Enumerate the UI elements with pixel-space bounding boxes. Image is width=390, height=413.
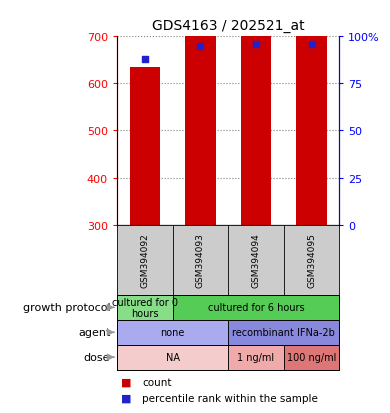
Text: GSM394093: GSM394093 — [196, 233, 205, 287]
Text: NA: NA — [166, 352, 179, 362]
Bar — [129, 68, 160, 225]
Point — [253, 41, 259, 48]
Text: agent: agent — [78, 328, 110, 337]
Text: GSM394095: GSM394095 — [307, 233, 316, 287]
Text: ■: ■ — [121, 393, 131, 403]
Text: cultured for 6 hours: cultured for 6 hours — [207, 303, 304, 313]
Text: count: count — [142, 377, 172, 387]
Text: dose: dose — [84, 352, 110, 362]
Bar — [241, 0, 271, 225]
Text: 1 ng/ml: 1 ng/ml — [238, 352, 275, 362]
Bar — [228, 345, 284, 370]
Bar — [117, 320, 228, 345]
Bar — [117, 295, 173, 320]
Bar — [284, 345, 339, 370]
Text: GSM394094: GSM394094 — [252, 233, 261, 287]
Bar — [117, 345, 228, 370]
Point — [197, 43, 204, 50]
Bar — [173, 295, 339, 320]
Bar — [228, 320, 339, 345]
Text: cultured for 0
hours: cultured for 0 hours — [112, 297, 178, 318]
Point — [308, 41, 315, 48]
Text: recombinant IFNa-2b: recombinant IFNa-2b — [232, 328, 335, 337]
Text: none: none — [160, 328, 185, 337]
Text: growth protocol: growth protocol — [23, 303, 110, 313]
Title: GDS4163 / 202521_at: GDS4163 / 202521_at — [152, 19, 305, 33]
Text: 100 ng/ml: 100 ng/ml — [287, 352, 336, 362]
Bar — [296, 0, 327, 225]
Text: percentile rank within the sample: percentile rank within the sample — [142, 393, 318, 403]
Bar — [185, 0, 216, 225]
Text: ■: ■ — [121, 377, 131, 387]
Point — [142, 57, 148, 63]
Text: GSM394092: GSM394092 — [140, 233, 149, 287]
